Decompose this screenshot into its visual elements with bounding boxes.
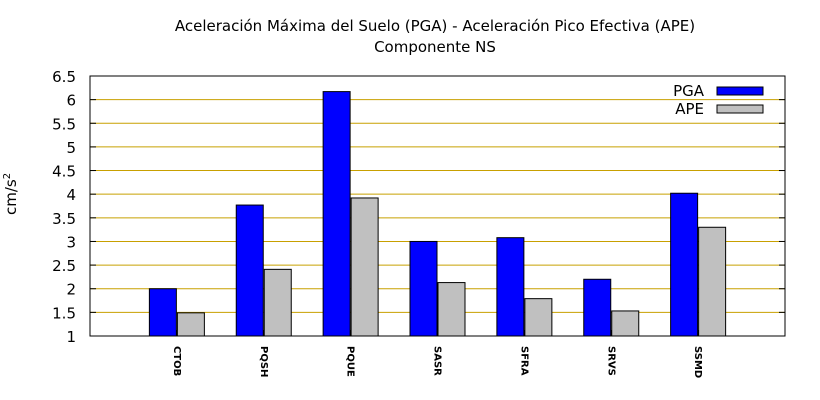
bar-ape [524,298,553,337]
x-tick-label: PQUE [345,346,356,377]
y-tick-label: 6.5 [52,68,76,86]
bar-pga [583,278,612,337]
chart-title: Aceleración Máxima del Suelo (PGA) - Ace… [174,17,696,35]
bar-ape [611,310,640,337]
legend-swatch [716,104,764,114]
y-tick-label: 2.5 [52,257,76,275]
y-tick-label: 4.5 [52,163,76,181]
x-tick-label: CTOB [171,346,182,376]
bar-ape [350,197,379,337]
y-tick-label: 3.5 [52,210,76,228]
legend-swatch [716,86,764,96]
bar-pga [235,204,264,337]
bar-ape [437,282,466,337]
x-tick-label: PQSH [258,346,269,377]
plot-frame [89,75,786,337]
bar-ape [698,226,727,337]
y-tick-label: 5 [66,139,76,157]
x-tick-label: SFRA [518,346,529,376]
bar-ape [176,312,205,337]
y-tick-label: 2 [66,281,76,299]
x-tick-label: SRVS [605,346,616,376]
y-tick-label: 6 [66,92,76,110]
bar-pga [496,237,525,337]
y-tick-label: 5.5 [52,115,76,133]
bar-pga [670,192,699,337]
y-tick-label: 1 [66,328,76,346]
legend-label: PGA [673,82,705,100]
chart-subtitle: Componente NS [374,38,496,56]
x-tick-label: SASR [432,346,443,376]
bar-ape [263,268,292,337]
x-tick-label: SSMD [692,346,703,378]
y-tick-label: 3 [66,233,76,251]
legend-label: APE [675,100,704,118]
y-tick-label: 1.5 [52,304,76,322]
bar-pga [409,240,438,337]
y-tick-label: 4 [66,186,76,204]
bar-pga [148,288,177,337]
bar-pga [322,91,351,337]
